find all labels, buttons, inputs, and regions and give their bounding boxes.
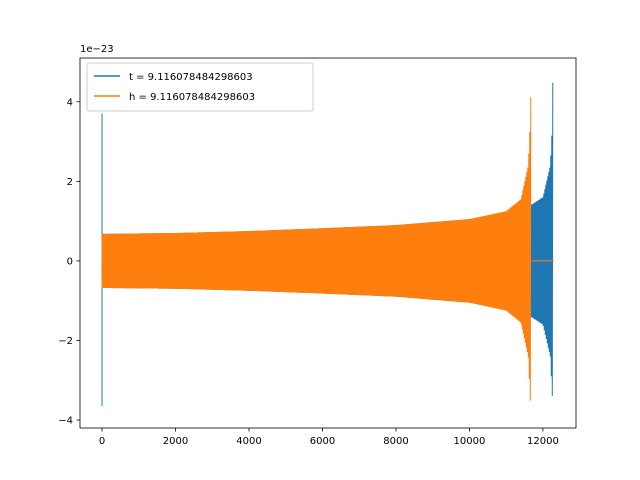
x-tick-label: 10000: [454, 436, 486, 447]
y-tick-label: 2: [67, 177, 73, 188]
x-tick-label: 6000: [310, 436, 335, 447]
y-tick-label: 0: [67, 256, 73, 267]
x-tick-label: 4000: [236, 436, 261, 447]
x-tick-label: 12000: [527, 436, 559, 447]
y-tick-label: −2: [58, 336, 73, 347]
plot-area: [101, 82, 554, 407]
legend-label: t = 9.116078484298603: [129, 72, 253, 83]
y-axis: −4 −2 0 2 4: [58, 97, 80, 427]
series-line-2: [101, 97, 554, 401]
series-2: [101, 97, 554, 401]
x-tick-label: 0: [99, 436, 105, 447]
y-tick-label: 4: [67, 97, 73, 108]
legend-label: h = 9.116078484298603: [129, 92, 255, 103]
y-offset-text: 1e−23: [80, 44, 114, 55]
x-tick-label: 8000: [383, 436, 408, 447]
x-axis: 0 2000 4000 6000 8000 10000 12000: [99, 428, 559, 447]
y-tick-label: −4: [58, 416, 73, 427]
x-tick-label: 2000: [163, 436, 188, 447]
legend-box: [86, 62, 314, 112]
legend: t = 9.116078484298603 h = 9.1160784842986…: [86, 62, 314, 112]
axes-frame: [79, 57, 577, 429]
